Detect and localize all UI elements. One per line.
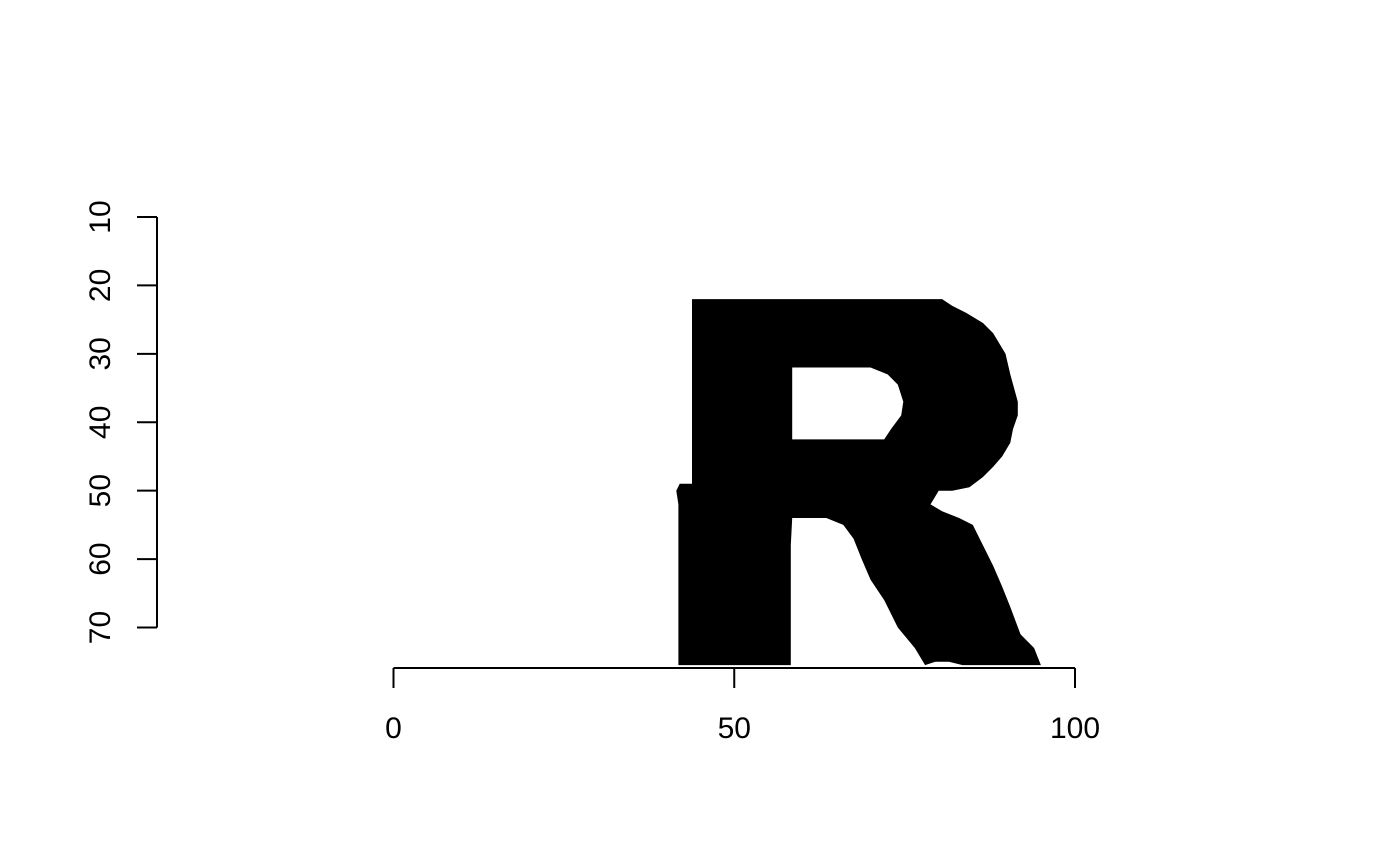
y-axis: 10 20 30 40 50 60 70 bbox=[84, 200, 158, 644]
y-tick-label: 10 bbox=[84, 200, 117, 233]
y-tick-label: 30 bbox=[84, 337, 117, 370]
y-tick-label: 40 bbox=[84, 406, 117, 439]
y-tick-label: 60 bbox=[84, 542, 117, 575]
x-tick-label: 100 bbox=[1050, 712, 1100, 745]
x-tick-label: 0 bbox=[385, 712, 402, 745]
x-axis: 0 50 100 bbox=[385, 667, 1100, 745]
y-tick-label: 50 bbox=[84, 474, 117, 507]
x-ticks: 0 50 100 bbox=[385, 668, 1100, 745]
y-ticks: 10 20 30 40 50 60 70 bbox=[84, 200, 157, 644]
x-tick-label: 50 bbox=[718, 712, 751, 745]
y-tick-label: 70 bbox=[84, 611, 117, 644]
raster-letter-shape bbox=[676, 299, 1041, 666]
y-tick-label: 20 bbox=[84, 269, 117, 302]
